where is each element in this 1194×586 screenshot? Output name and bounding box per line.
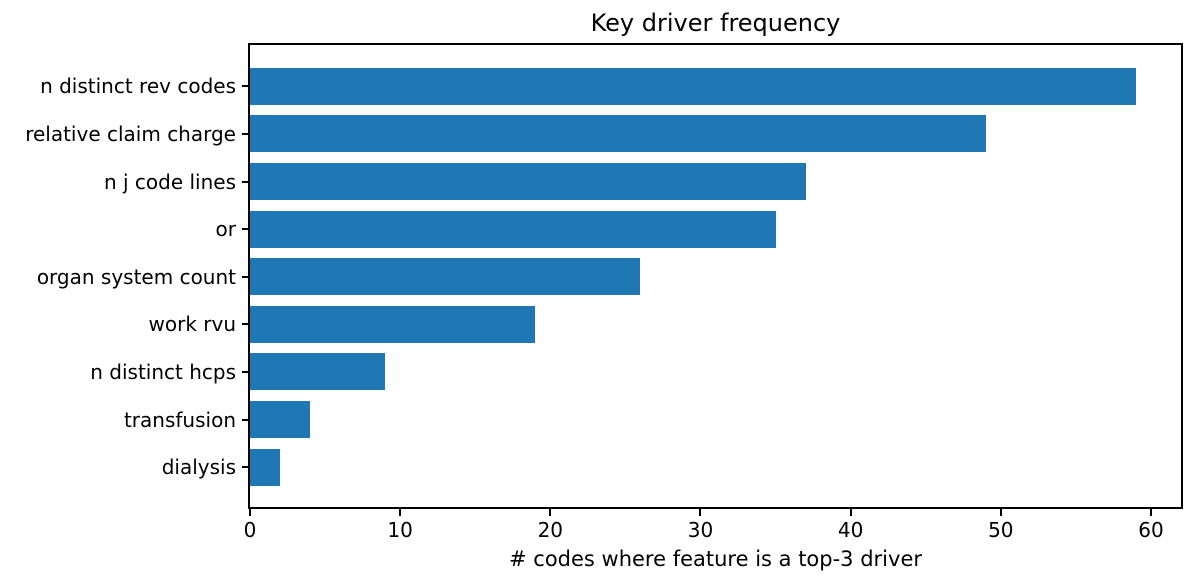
x-tick-label: 20 — [537, 518, 564, 542]
x-tick-mark — [549, 508, 552, 516]
y-tick-mark — [242, 466, 250, 469]
x-tick-label: 0 — [243, 518, 257, 542]
x-tick-label: 50 — [988, 518, 1014, 542]
x-tick-mark — [699, 508, 702, 516]
x-tick-mark — [999, 508, 1002, 516]
bar — [250, 115, 986, 153]
x-tick-label: 60 — [1138, 518, 1164, 542]
chart-title: Key driver frequency — [590, 9, 841, 37]
y-tick-label: n distinct hcps — [90, 359, 236, 384]
x-tick-label: 30 — [687, 518, 714, 542]
bar — [250, 353, 386, 391]
bar — [250, 67, 1136, 105]
y-axis-labels: n distinct rev codes relative claim charg… — [0, 45, 236, 507]
x-tick-mark — [399, 508, 402, 516]
x-axis-label: # codes where feature is a top-3 driver — [509, 547, 922, 571]
plot-area — [248, 43, 1183, 509]
y-tick-mark — [242, 180, 250, 183]
y-tick-mark — [242, 323, 250, 326]
y-tick-mark — [242, 418, 250, 421]
y-tick-mark — [242, 228, 250, 231]
y-tick-label: n distinct rev codes — [40, 74, 236, 99]
bar — [250, 448, 281, 486]
bar — [250, 163, 806, 200]
x-tick-label: 40 — [837, 518, 864, 542]
bar — [250, 305, 536, 343]
y-tick-label: work rvu — [148, 312, 237, 337]
x-tick-label: 10 — [387, 518, 413, 542]
y-tick-label: dialysis — [161, 455, 236, 480]
y-tick-mark — [242, 85, 250, 88]
y-tick-mark — [242, 370, 250, 373]
y-tick-mark — [242, 275, 250, 278]
y-tick-label: relative claim charge — [25, 121, 236, 146]
y-tick-label: transfusion — [123, 407, 236, 432]
bar — [250, 258, 641, 296]
y-tick-mark — [242, 132, 250, 135]
y-tick-label: or — [215, 217, 236, 242]
bar — [250, 210, 776, 248]
x-tick-mark — [1149, 508, 1152, 516]
x-tick-mark — [849, 508, 852, 516]
y-tick-label: n j code lines — [103, 169, 236, 194]
y-tick-label: organ system count — [36, 264, 236, 289]
x-tick-mark — [249, 508, 251, 516]
bar — [250, 401, 311, 438]
